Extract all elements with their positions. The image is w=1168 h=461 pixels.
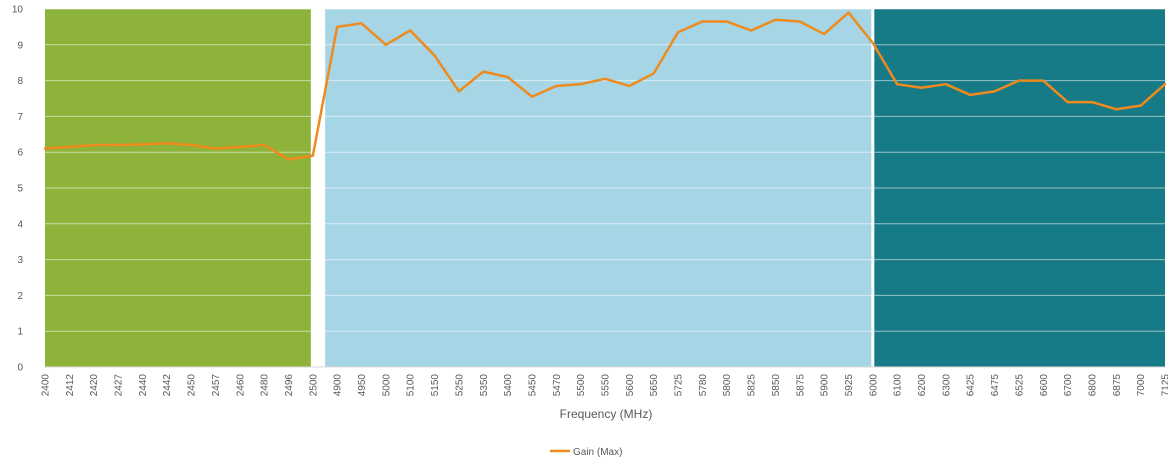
- x-tick-label: 5725: [674, 374, 685, 397]
- x-tick-label: 2412: [65, 374, 76, 397]
- x-tick-label: 5550: [601, 374, 612, 397]
- x-tick-label: 5650: [649, 374, 660, 397]
- x-tick-label: 5780: [698, 374, 709, 397]
- x-tick-label: 2427: [114, 374, 125, 397]
- x-tick-label: 2500: [308, 374, 319, 397]
- legend-label: Gain (Max): [573, 447, 622, 458]
- x-tick-label: 5850: [771, 374, 782, 397]
- x-tick-label: 5825: [747, 374, 758, 397]
- x-tick-label: 5100: [406, 374, 417, 397]
- x-tick-label: 2460: [235, 374, 246, 397]
- y-tick-label: 9: [17, 40, 23, 51]
- x-tick-label: 7000: [1136, 374, 1147, 397]
- x-tick-label: 6525: [1014, 374, 1025, 397]
- y-tick-label: 5: [17, 184, 23, 195]
- x-axis-title: Frequency (MHz): [560, 407, 653, 421]
- x-tick-label: 6600: [1039, 374, 1050, 397]
- x-tick-label: 5250: [454, 374, 465, 397]
- x-tick-label: 6200: [917, 374, 928, 397]
- x-tick-label: 6300: [941, 374, 952, 397]
- x-tick-label: 2440: [138, 374, 149, 397]
- x-tick-label: 5150: [430, 374, 441, 397]
- y-tick-label: 1: [17, 327, 23, 338]
- y-tick-label: 7: [17, 112, 23, 123]
- x-tick-label: 5600: [625, 374, 636, 397]
- x-tick-label: 5470: [552, 374, 563, 397]
- x-tick-label: 2442: [162, 374, 173, 397]
- y-tick-label: 3: [17, 255, 23, 266]
- x-tick-label: 2450: [187, 374, 198, 397]
- x-tick-label: 6875: [1112, 374, 1123, 397]
- x-tick-label: 7125: [1161, 374, 1168, 397]
- series-line-gain-max: [43, 11, 1167, 161]
- y-tick-label: 6: [17, 148, 23, 159]
- x-tick-label: 5900: [820, 374, 831, 397]
- legend[interactable]: Gain (Max): [550, 447, 622, 458]
- x-axis-ticks: 2400 2412 2420 2427 2440 2442 2450 2457 2460 2480…: [41, 374, 1168, 397]
- x-tick-label: 5350: [479, 374, 490, 397]
- x-tick-label: 5800: [722, 374, 733, 397]
- x-tick-label: 5000: [381, 374, 392, 397]
- x-tick-label: 2496: [284, 374, 295, 397]
- x-tick-label: 4950: [357, 374, 368, 397]
- x-tick-label: 5925: [844, 374, 855, 397]
- x-tick-label: 5450: [527, 374, 538, 397]
- gridlines: [45, 8, 1165, 368]
- x-tick-label: 6425: [966, 374, 977, 397]
- x-tick-label: 6700: [1063, 374, 1074, 397]
- y-tick-label: 2: [17, 291, 23, 302]
- x-tick-label: 6000: [868, 374, 879, 397]
- x-tick-label: 2420: [89, 374, 100, 397]
- y-axis-ticks: 0 1 2 3 4 5 6 7 8 9 10: [12, 5, 24, 374]
- x-tick-label: 4900: [333, 374, 344, 397]
- x-tick-label: 5400: [503, 374, 514, 397]
- y-tick-label: 10: [12, 5, 24, 16]
- x-tick-label: 2480: [260, 374, 271, 397]
- x-tick-label: 2457: [211, 374, 222, 397]
- x-tick-label: 2400: [41, 374, 52, 397]
- x-tick-label: 6475: [990, 374, 1001, 397]
- x-tick-label: 6800: [1087, 374, 1098, 397]
- x-tick-label: 6100: [893, 374, 904, 397]
- series-lines: [43, 11, 1167, 161]
- x-tick-label: 5500: [576, 374, 587, 397]
- y-tick-label: 8: [17, 76, 23, 87]
- y-tick-label: 4: [17, 219, 23, 230]
- x-tick-label: 5875: [795, 374, 806, 397]
- y-tick-label: 0: [17, 363, 23, 374]
